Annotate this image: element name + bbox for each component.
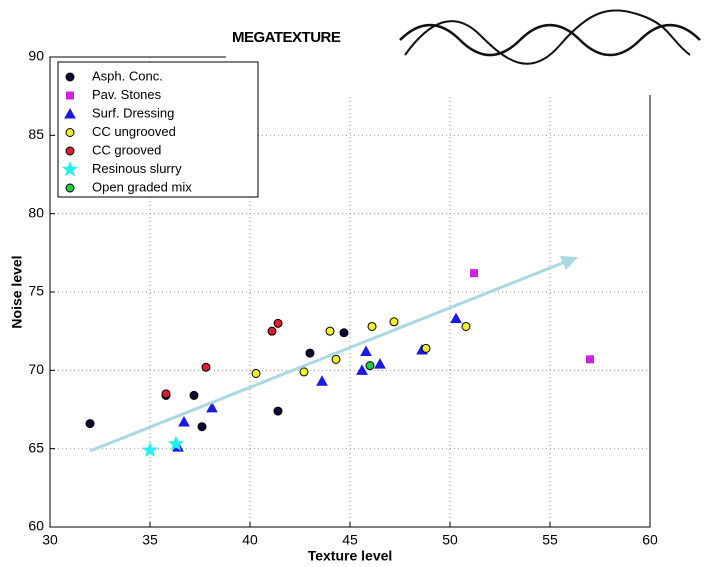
- point: [251, 368, 261, 378]
- point: [206, 401, 218, 413]
- legend-label: Asph. Conc.: [92, 68, 163, 83]
- point: [586, 355, 594, 364]
- x-tick-label: 45: [342, 532, 358, 548]
- x-tick-label: 40: [242, 532, 258, 548]
- legend-marker: [61, 161, 79, 177]
- legend: [57, 61, 259, 198]
- point: [267, 326, 277, 336]
- point: [85, 419, 95, 429]
- point: [389, 317, 399, 327]
- point: [273, 406, 283, 416]
- x-tick-label: 55: [542, 532, 558, 548]
- legend-marker: [64, 107, 76, 119]
- y-tick-label: 75: [28, 283, 44, 299]
- point: [339, 328, 349, 338]
- marks: [85, 269, 594, 458]
- point: [356, 364, 368, 375]
- legend-marker: [65, 146, 75, 156]
- point: [316, 375, 328, 386]
- y-tick-label: 80: [28, 204, 44, 220]
- point: [178, 416, 190, 427]
- point: [365, 361, 375, 371]
- point: [470, 269, 478, 278]
- legend-label: CC ungrooved: [92, 124, 176, 139]
- legend-marker: [65, 183, 75, 193]
- legend-marker: [65, 72, 75, 82]
- y-tick-label: 85: [28, 126, 44, 142]
- x-tick-label: 50: [442, 532, 458, 548]
- point: [167, 435, 185, 451]
- point: [360, 345, 372, 357]
- trend-arrow-head: [560, 256, 578, 270]
- point: [197, 422, 207, 432]
- trend-arrow: [89, 260, 566, 453]
- point: [305, 348, 315, 358]
- point: [161, 389, 171, 399]
- x-tick-label: 35: [142, 532, 158, 548]
- legend-label: Surf. Dressing: [92, 105, 174, 120]
- legend-marker: [65, 128, 75, 137]
- x-tick-label: 60: [642, 532, 658, 548]
- legend-marker: [66, 91, 74, 100]
- point: [273, 318, 283, 328]
- point: [189, 390, 199, 400]
- y-tick-label: 60: [28, 518, 44, 534]
- legend-label: Pav. Stones: [92, 87, 162, 102]
- x-tick-label: 30: [42, 532, 58, 548]
- legend-label: Open graded mix: [92, 179, 192, 194]
- banner-title: MEGATEXTURE: [232, 29, 341, 46]
- banner-wave: [399, 23, 701, 57]
- point: [331, 354, 341, 364]
- point: [461, 321, 471, 331]
- point: [367, 321, 377, 331]
- point: [325, 326, 335, 336]
- banner-wave: [404, 9, 691, 65]
- x-axis-title: Texture level: [308, 548, 393, 564]
- banner: [226, 0, 706, 95]
- point: [450, 312, 462, 324]
- point: [299, 367, 309, 377]
- legend-label: Resinous slurry: [92, 161, 182, 176]
- point: [421, 343, 431, 353]
- y-axis-title: Noise level: [9, 255, 25, 328]
- point: [374, 358, 386, 369]
- legend-label: CC grooved: [92, 142, 161, 157]
- point: [141, 441, 159, 458]
- y-tick-label: 90: [28, 48, 44, 64]
- y-tick-label: 65: [28, 439, 44, 455]
- y-tick-label: 70: [28, 361, 44, 377]
- point: [201, 362, 211, 372]
